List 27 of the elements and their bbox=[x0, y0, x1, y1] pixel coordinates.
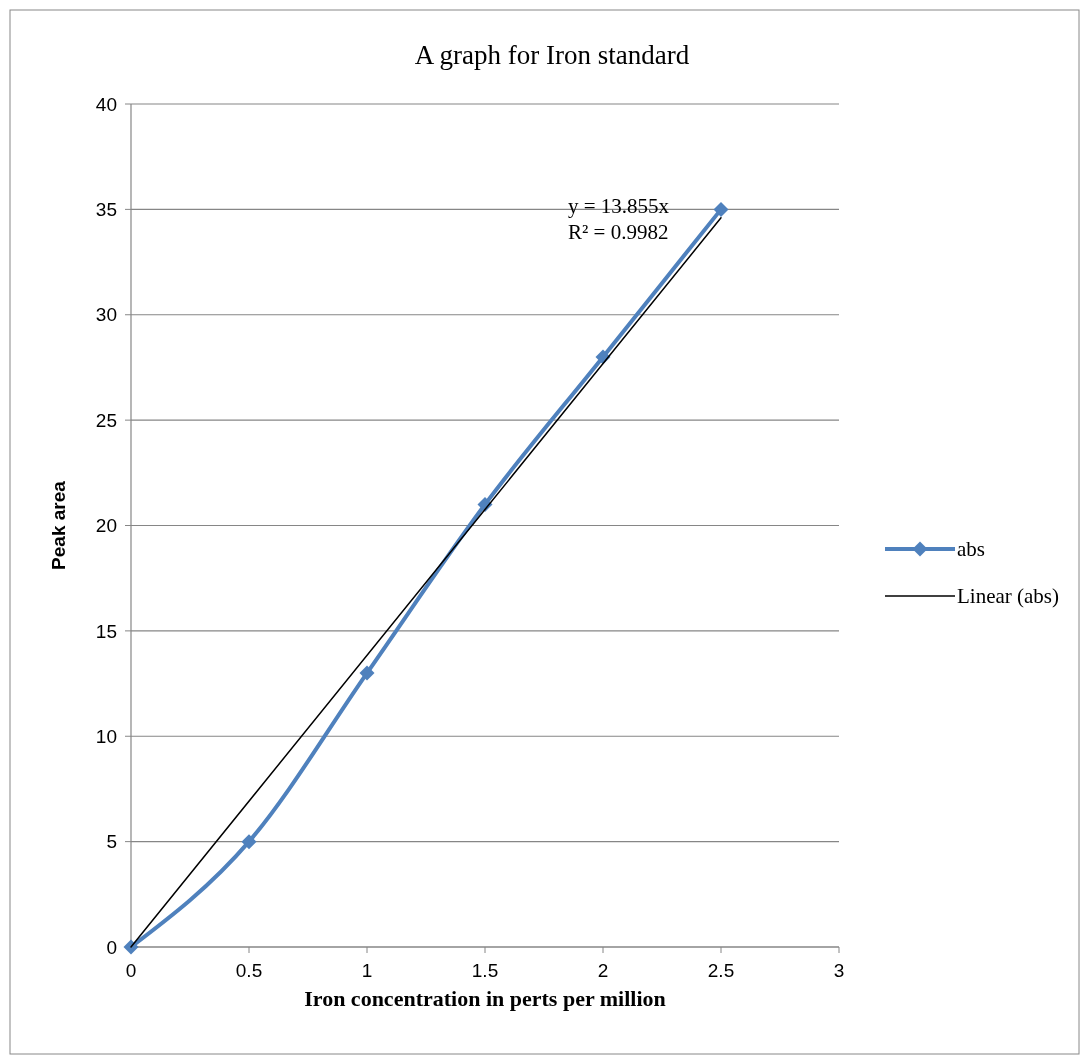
y-tick-label: 30 bbox=[95, 304, 117, 326]
y-tick-label: 25 bbox=[95, 409, 117, 431]
y-tick-label: 5 bbox=[106, 831, 117, 853]
point bbox=[123, 939, 139, 955]
y-tick-label: 35 bbox=[95, 199, 117, 221]
y-tick-label: 10 bbox=[95, 725, 117, 747]
x-tick-label: 3 bbox=[833, 960, 845, 981]
annotation: y = 13.855x bbox=[568, 194, 670, 218]
x-tick-label: 0 bbox=[125, 960, 137, 981]
x-tick-label: 1 bbox=[361, 960, 373, 981]
y-tick-label: 40 bbox=[95, 93, 117, 115]
point bbox=[359, 665, 375, 681]
y-tick-label: 0 bbox=[106, 936, 117, 958]
y-tick-label: 15 bbox=[95, 620, 117, 642]
y-axis-title: Peak area bbox=[48, 480, 69, 570]
x-tick-label: 2 bbox=[597, 960, 609, 981]
point bbox=[241, 834, 257, 850]
x-tick-label: 2.5 bbox=[707, 960, 735, 981]
annotation: R² = 0.9982 bbox=[568, 220, 669, 244]
legend-label: abs bbox=[957, 537, 985, 562]
x-tick-label: 0.5 bbox=[235, 960, 263, 981]
chart-title: A graph for Iron standard bbox=[414, 40, 690, 70]
point bbox=[713, 201, 729, 217]
x-axis-title: Iron concentration in perts per million bbox=[304, 986, 666, 1011]
legend-label: Linear (abs) bbox=[957, 584, 1060, 609]
y-tick-label: 20 bbox=[95, 515, 117, 537]
x-tick-label: 1.5 bbox=[471, 960, 499, 981]
